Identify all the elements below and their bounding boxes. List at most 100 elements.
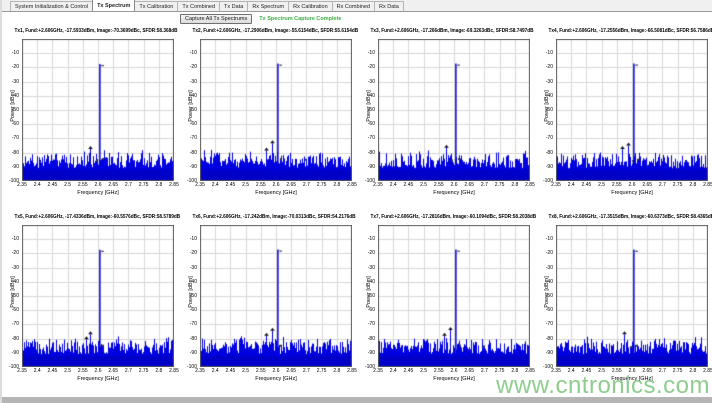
plot-title: Tx7, Fund:+2.606GHz, -17.2816dBm, Image:… — [370, 214, 537, 220]
y-tick-label: -40 — [545, 278, 553, 285]
y-tick-label: -30 — [11, 78, 19, 85]
y-tick-label: -100 — [186, 364, 197, 370]
x-tick-label: 2.45 — [403, 182, 414, 188]
tab-rx-data[interactable]: Rx Data — [373, 1, 404, 11]
tab-rx-combined[interactable]: Rx Combined — [331, 1, 375, 11]
x-tick-label: 2.55 — [611, 368, 622, 374]
y-tick-label: -50 — [545, 293, 553, 299]
plot-title: Tx3, Fund:+2.606GHz, -17.266dBm, Image:-… — [370, 28, 534, 34]
tab-tx-data[interactable]: Tx Data — [219, 1, 249, 11]
y-tick-label: -40 — [367, 278, 375, 285]
control-row: Capture All Tx Spectrums Tx Spectrum Cap… — [2, 12, 712, 25]
x-tick-label: 2.75 — [672, 182, 683, 188]
y-tick-label: -10 — [367, 236, 375, 243]
plot-title: Tx4, Fund:+2.606GHz, -17.2556dBm, Image:… — [548, 28, 712, 34]
capture-all-tx-spectrums-button[interactable]: Capture All Tx Spectrums — [180, 13, 253, 24]
x-axis-ticks: 2.35 2.4 2.45 2.5 2.55 2.6 2.65 2.7 2.75 2.8 2.85 — [551, 182, 712, 189]
tx6-spectrum-panel: Tx6, Fund:+2.606GHz, -17.242dBm, Image:-… — [180, 211, 358, 397]
tab-system-initialization-control[interactable]: System Initialization & Control — [10, 1, 94, 11]
y-tick-label: -80 — [545, 335, 553, 342]
y-tick-label: -80 — [189, 149, 197, 156]
plot-area — [200, 39, 352, 181]
y-tick-label: -100 — [8, 178, 19, 184]
y-tick-label: -50 — [367, 107, 375, 113]
y-tick-label: -100 — [542, 364, 553, 370]
plot-area — [378, 225, 530, 367]
spectrum-canvas — [378, 225, 530, 367]
x-tick-label: 2.45 — [47, 368, 58, 374]
spectrum-canvas — [200, 225, 352, 367]
y-axis-ticks: -10 -20 -30 -40 -50 -60 -70 -80 -90 -100 — [180, 225, 198, 370]
x-tick-label: 2.75 — [494, 182, 505, 188]
x-axis-ticks: 2.35 2.4 2.45 2.5 2.55 2.6 2.65 2.7 2.75 2.8 2.85 — [373, 368, 535, 375]
tx1-spectrum-panel: Tx1, Fund:+2.606GHz, -17.5933dBm, Image:… — [2, 25, 180, 211]
tab-rx-calibration[interactable]: Rx Calibration — [288, 1, 333, 11]
x-tick-label: 2.8 — [689, 182, 697, 188]
x-tick-label: 2.5 — [420, 368, 428, 374]
x-tick-label: 2.45 — [581, 368, 592, 374]
x-tick-label: 2.45 — [47, 182, 58, 188]
y-axis-ticks: -10 -20 -30 -40 -50 -60 -70 -80 -90 -100 — [536, 39, 554, 184]
x-tick-label: 2.8 — [689, 368, 697, 374]
x-tick-label: 2.65 — [642, 368, 653, 374]
spectrum-canvas — [22, 39, 174, 181]
x-tick-label: 2.5 — [598, 368, 606, 374]
spectrum-canvas — [22, 225, 174, 367]
x-tick-label: 2.75 — [316, 368, 327, 374]
x-tick-label: 2.8 — [155, 368, 163, 374]
plot-area — [22, 225, 174, 367]
x-tick-label: 2.55 — [77, 368, 88, 374]
y-tick-label: -50 — [545, 107, 553, 113]
y-tick-label: -50 — [367, 293, 375, 299]
plot-title: Tx2, Fund:+2.606GHz, -17.2906dBm, Image:… — [192, 28, 359, 34]
y-tick-label: -90 — [367, 349, 375, 356]
y-tick-label: -70 — [545, 321, 553, 328]
window-bottom-edge — [2, 397, 712, 403]
x-tick-label: 2.4 — [567, 368, 575, 374]
y-tick-label: -50 — [11, 107, 19, 113]
tx7-spectrum-panel: Tx7, Fund:+2.606GHz, -17.2816dBm, Image:… — [358, 211, 536, 397]
tab-tx-calibration[interactable]: Tx Calibration — [134, 1, 179, 11]
y-tick-label: -20 — [545, 64, 553, 71]
x-tick-label: 2.85 — [525, 368, 535, 374]
y-tick-label: -80 — [367, 335, 375, 342]
y-axis-ticks: -10 -20 -30 -40 -50 -60 -70 -80 -90 -100 — [358, 225, 376, 370]
y-tick-label: -10 — [367, 50, 375, 57]
tx3-spectrum-panel: Tx3, Fund:+2.606GHz, -17.266dBm, Image:-… — [358, 25, 536, 211]
x-tick-label: 2.7 — [124, 182, 132, 188]
y-tick-label: -30 — [189, 78, 197, 85]
x-tick-label: 2.8 — [333, 368, 341, 374]
y-tick-label: -30 — [545, 78, 553, 85]
x-tick-label: 2.5 — [242, 182, 250, 188]
x-axis-label: Frequency [GHz] — [433, 376, 475, 382]
x-tick-label: 2.55 — [433, 368, 444, 374]
x-axis-label: Frequency [GHz] — [77, 190, 119, 196]
x-tick-label: 2.35 — [17, 368, 27, 374]
x-axis-ticks: 2.35 2.4 2.45 2.5 2.55 2.6 2.65 2.7 2.75 2.8 2.85 — [551, 368, 712, 375]
x-tick-label: 2.45 — [403, 368, 414, 374]
tab-tx-spectrum[interactable]: Tx Spectrum — [92, 0, 136, 11]
plot-title: Tx8, Fund:+2.606GHz, -17.3515dBm, Image:… — [548, 214, 712, 220]
x-tick-label: 2.4 — [211, 368, 219, 374]
y-tick-label: -60 — [11, 307, 19, 314]
x-tick-label: 2.5 — [64, 368, 72, 374]
x-axis-label: Frequency [GHz] — [433, 190, 475, 196]
x-tick-label: 2.4 — [567, 182, 575, 188]
x-tick-label: 2.4 — [33, 182, 41, 188]
x-tick-label: 2.6 — [628, 368, 636, 374]
x-tick-label: 2.7 — [658, 368, 666, 374]
y-tick-label: -10 — [545, 50, 553, 57]
y-tick-label: -50 — [189, 293, 197, 299]
x-tick-label: 2.7 — [480, 368, 488, 374]
y-axis-ticks: -10 -20 -30 -40 -50 -60 -70 -80 -90 -100 — [2, 39, 20, 184]
y-tick-label: -40 — [367, 92, 375, 99]
y-tick-label: -60 — [545, 121, 553, 128]
tab-rx-spectrum[interactable]: Rx Spectrum — [247, 1, 290, 11]
y-tick-label: -60 — [367, 307, 375, 314]
tab-tx-combined[interactable]: Tx Combined — [177, 1, 221, 11]
x-tick-label: 2.45 — [581, 182, 592, 188]
x-tick-label: 2.75 — [138, 182, 149, 188]
y-tick-label: -20 — [367, 64, 375, 71]
x-tick-label: 2.7 — [302, 182, 310, 188]
y-tick-label: -70 — [367, 321, 375, 328]
